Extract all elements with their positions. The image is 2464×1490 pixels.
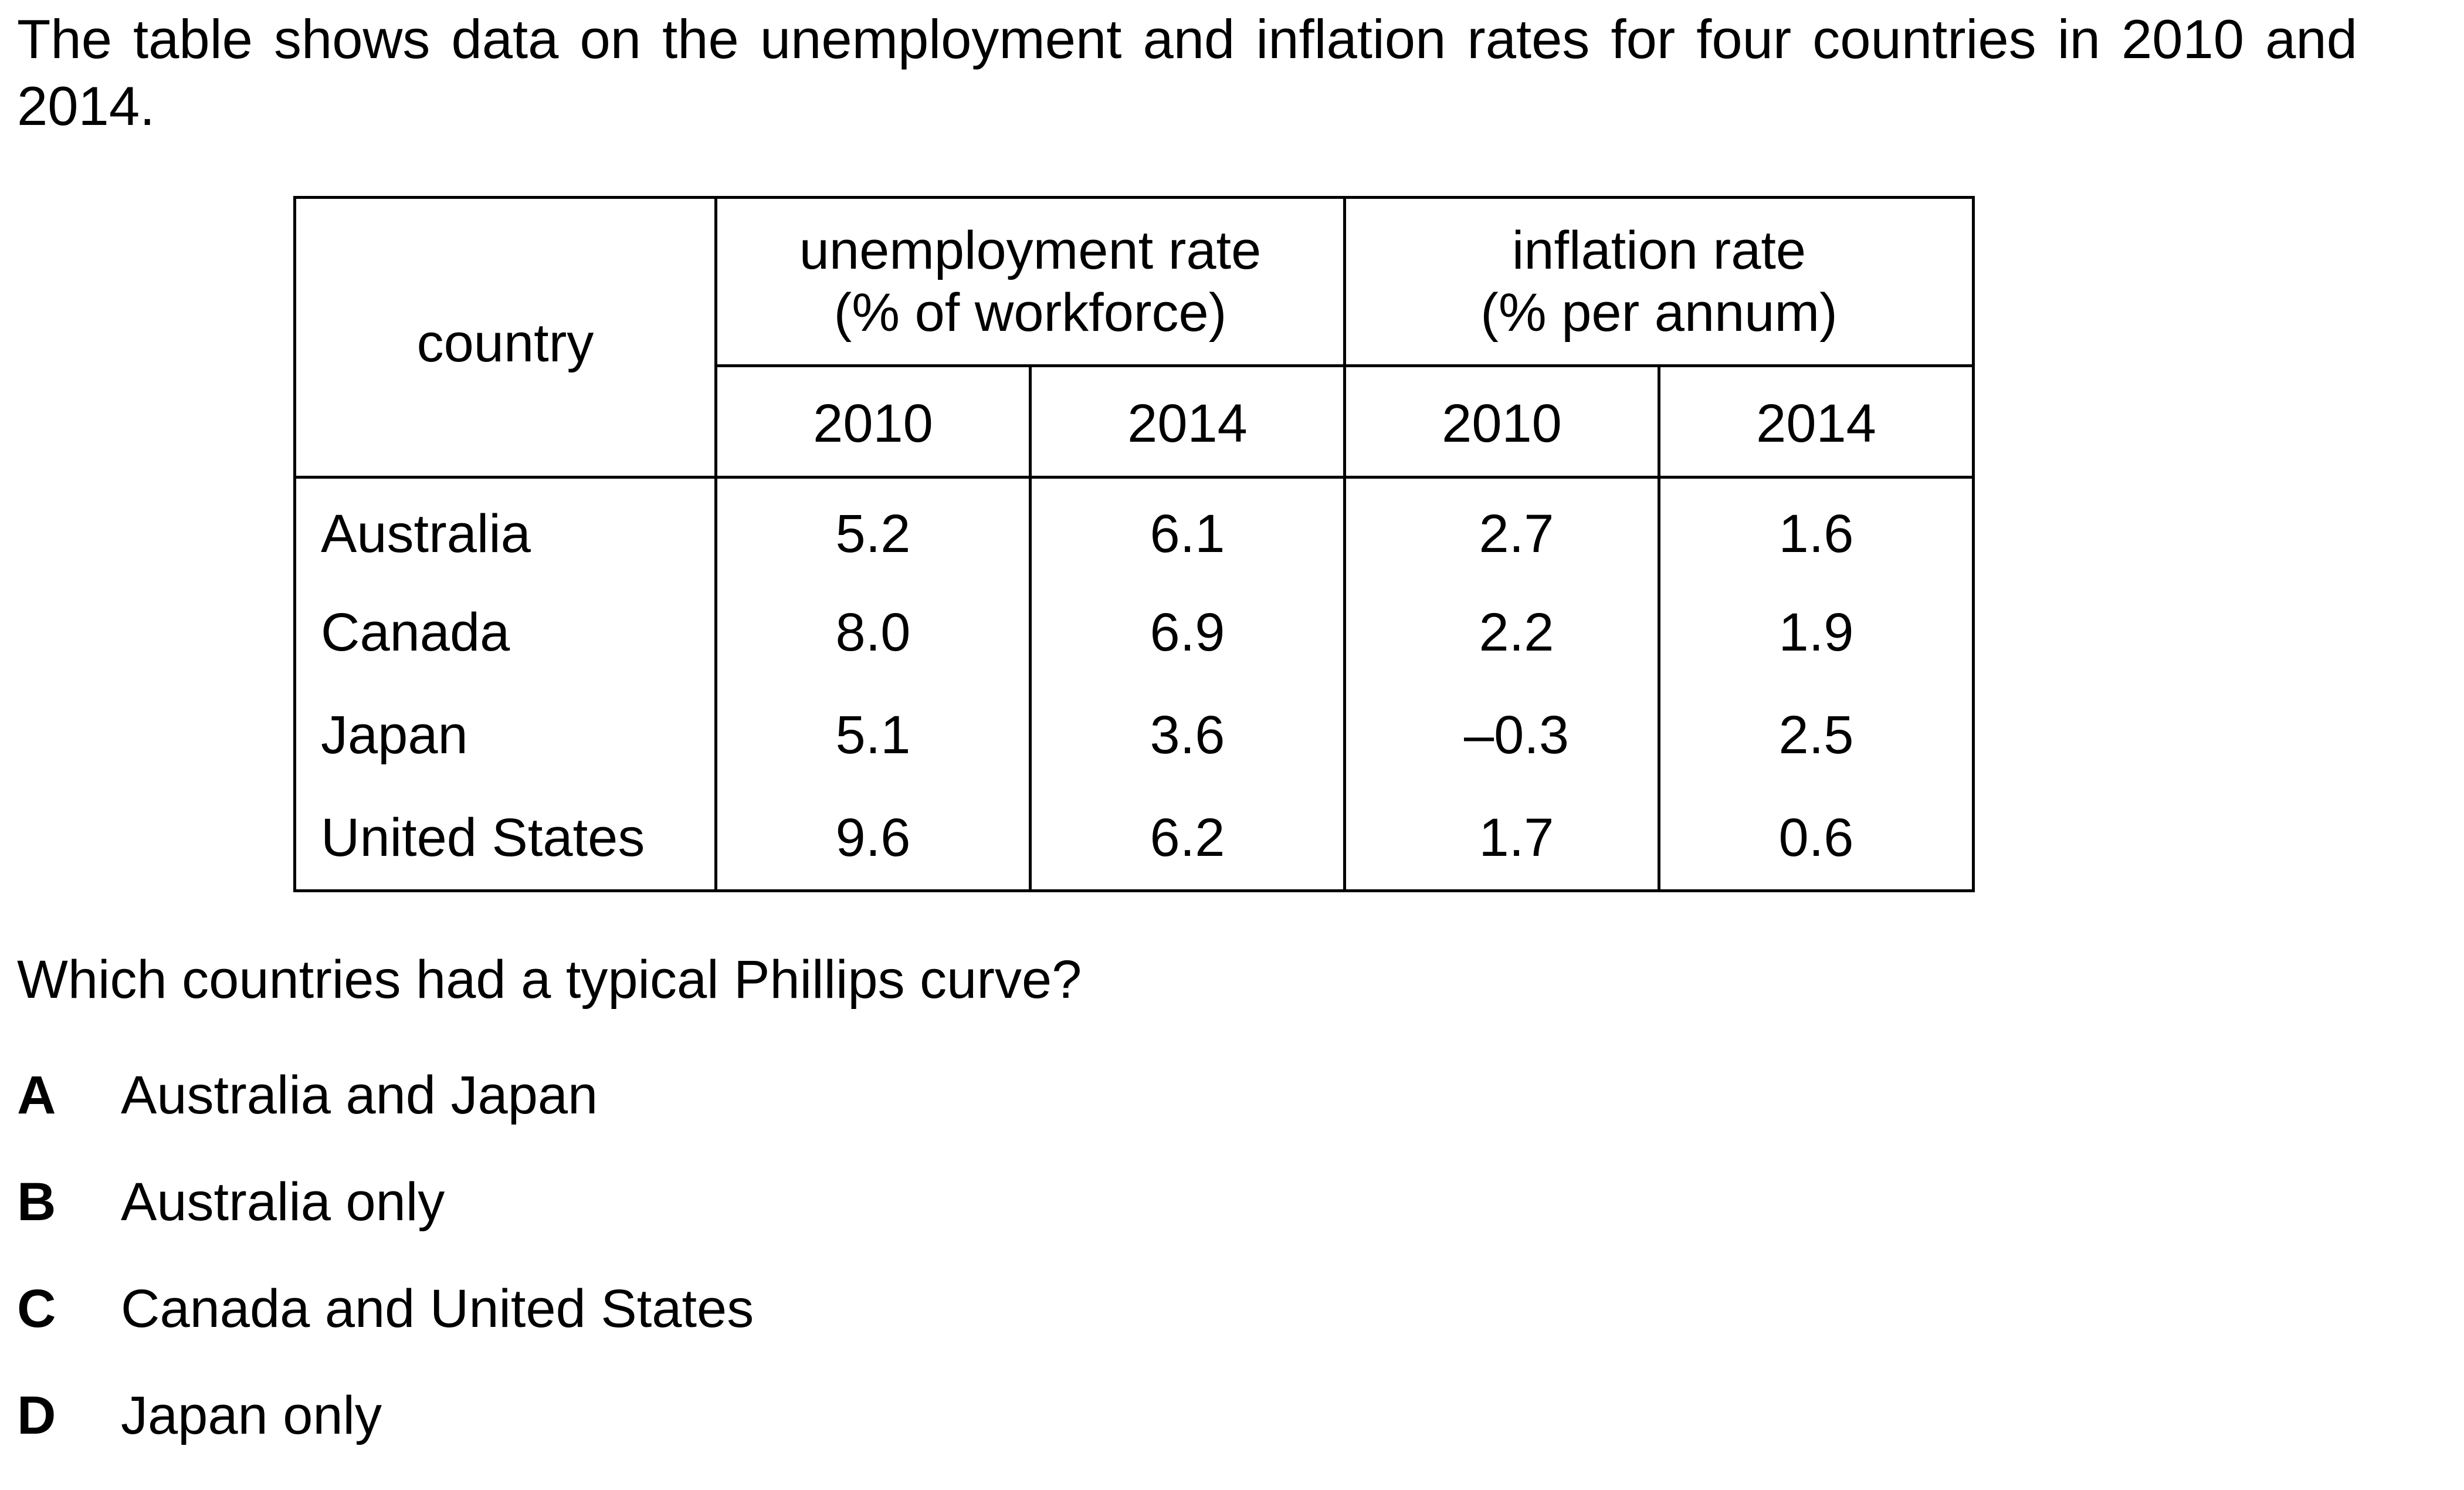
value-cell: 2.5: [1658, 684, 1975, 787]
table-row: United States 9.6 6.2 1.7 0.6: [293, 787, 1975, 892]
value-cell: 0.6: [1658, 787, 1975, 892]
column-group-unemployment: unemployment rate (% of workforce): [714, 196, 1346, 367]
option-d[interactable]: D Japan only: [17, 1383, 754, 1490]
value-cell: 5.2: [714, 477, 1032, 581]
option-letter: B: [17, 1172, 56, 1232]
group-label-line1: inflation rate: [1511, 221, 1807, 280]
value-cell: –0.3: [1343, 684, 1660, 787]
option-letter: C: [17, 1279, 56, 1339]
country-cell: United States: [293, 787, 717, 892]
value-cell: 1.9: [1658, 581, 1975, 684]
value-cell: 9.6: [714, 787, 1032, 892]
question-text: Which countries had a typical Phillips c…: [17, 950, 1082, 1010]
data-table: country unemployment rate (% of workforc…: [293, 196, 1975, 892]
option-c[interactable]: C Canada and United States: [17, 1276, 754, 1383]
value-cell: 8.0: [714, 581, 1032, 684]
option-a[interactable]: A Australia and Japan: [17, 1063, 754, 1170]
value-cell: 5.1: [714, 684, 1032, 787]
option-b[interactable]: B Australia only: [17, 1170, 754, 1276]
option-text: Australia and Japan: [121, 1065, 598, 1125]
column-header-country: country: [293, 196, 717, 479]
table-row: Canada 8.0 6.9 2.2 1.9: [293, 581, 1975, 684]
column-group-inflation: inflation rate (% per annum): [1343, 196, 1975, 367]
value-cell: 2.7: [1343, 477, 1660, 581]
answer-options: A Australia and Japan B Australia only C…: [17, 1063, 754, 1490]
option-letter: D: [17, 1386, 56, 1445]
value-cell: 1.7: [1343, 787, 1660, 892]
country-cell: Japan: [293, 684, 717, 787]
group-label-line1: unemployment rate: [799, 221, 1262, 280]
value-cell: 1.6: [1658, 477, 1975, 581]
group-label-line2: (% per annum): [1480, 283, 1838, 343]
value-cell: 3.6: [1029, 684, 1346, 787]
table-row: Australia 5.2 6.1 2.7 1.6: [293, 477, 1975, 581]
option-text: Australia only: [121, 1172, 445, 1232]
option-text: Canada and United States: [121, 1279, 754, 1339]
value-cell: 6.2: [1029, 787, 1346, 892]
year-header: 2014: [1029, 365, 1346, 479]
option-letter: A: [17, 1065, 56, 1125]
group-label-line2: (% of workforce): [833, 283, 1227, 343]
country-cell: Australia: [293, 477, 717, 581]
table-row: Japan 5.1 3.6 –0.3 2.5: [293, 684, 1975, 787]
country-cell: Canada: [293, 581, 717, 684]
option-text: Japan only: [121, 1386, 382, 1445]
value-cell: 6.1: [1029, 477, 1346, 581]
intro-text: The table shows data on the unemployment…: [17, 8, 2357, 137]
year-header: 2010: [1343, 365, 1660, 479]
value-cell: 6.9: [1029, 581, 1346, 684]
year-header: 2010: [714, 365, 1032, 479]
year-header: 2014: [1658, 365, 1975, 479]
value-cell: 2.2: [1343, 581, 1660, 684]
